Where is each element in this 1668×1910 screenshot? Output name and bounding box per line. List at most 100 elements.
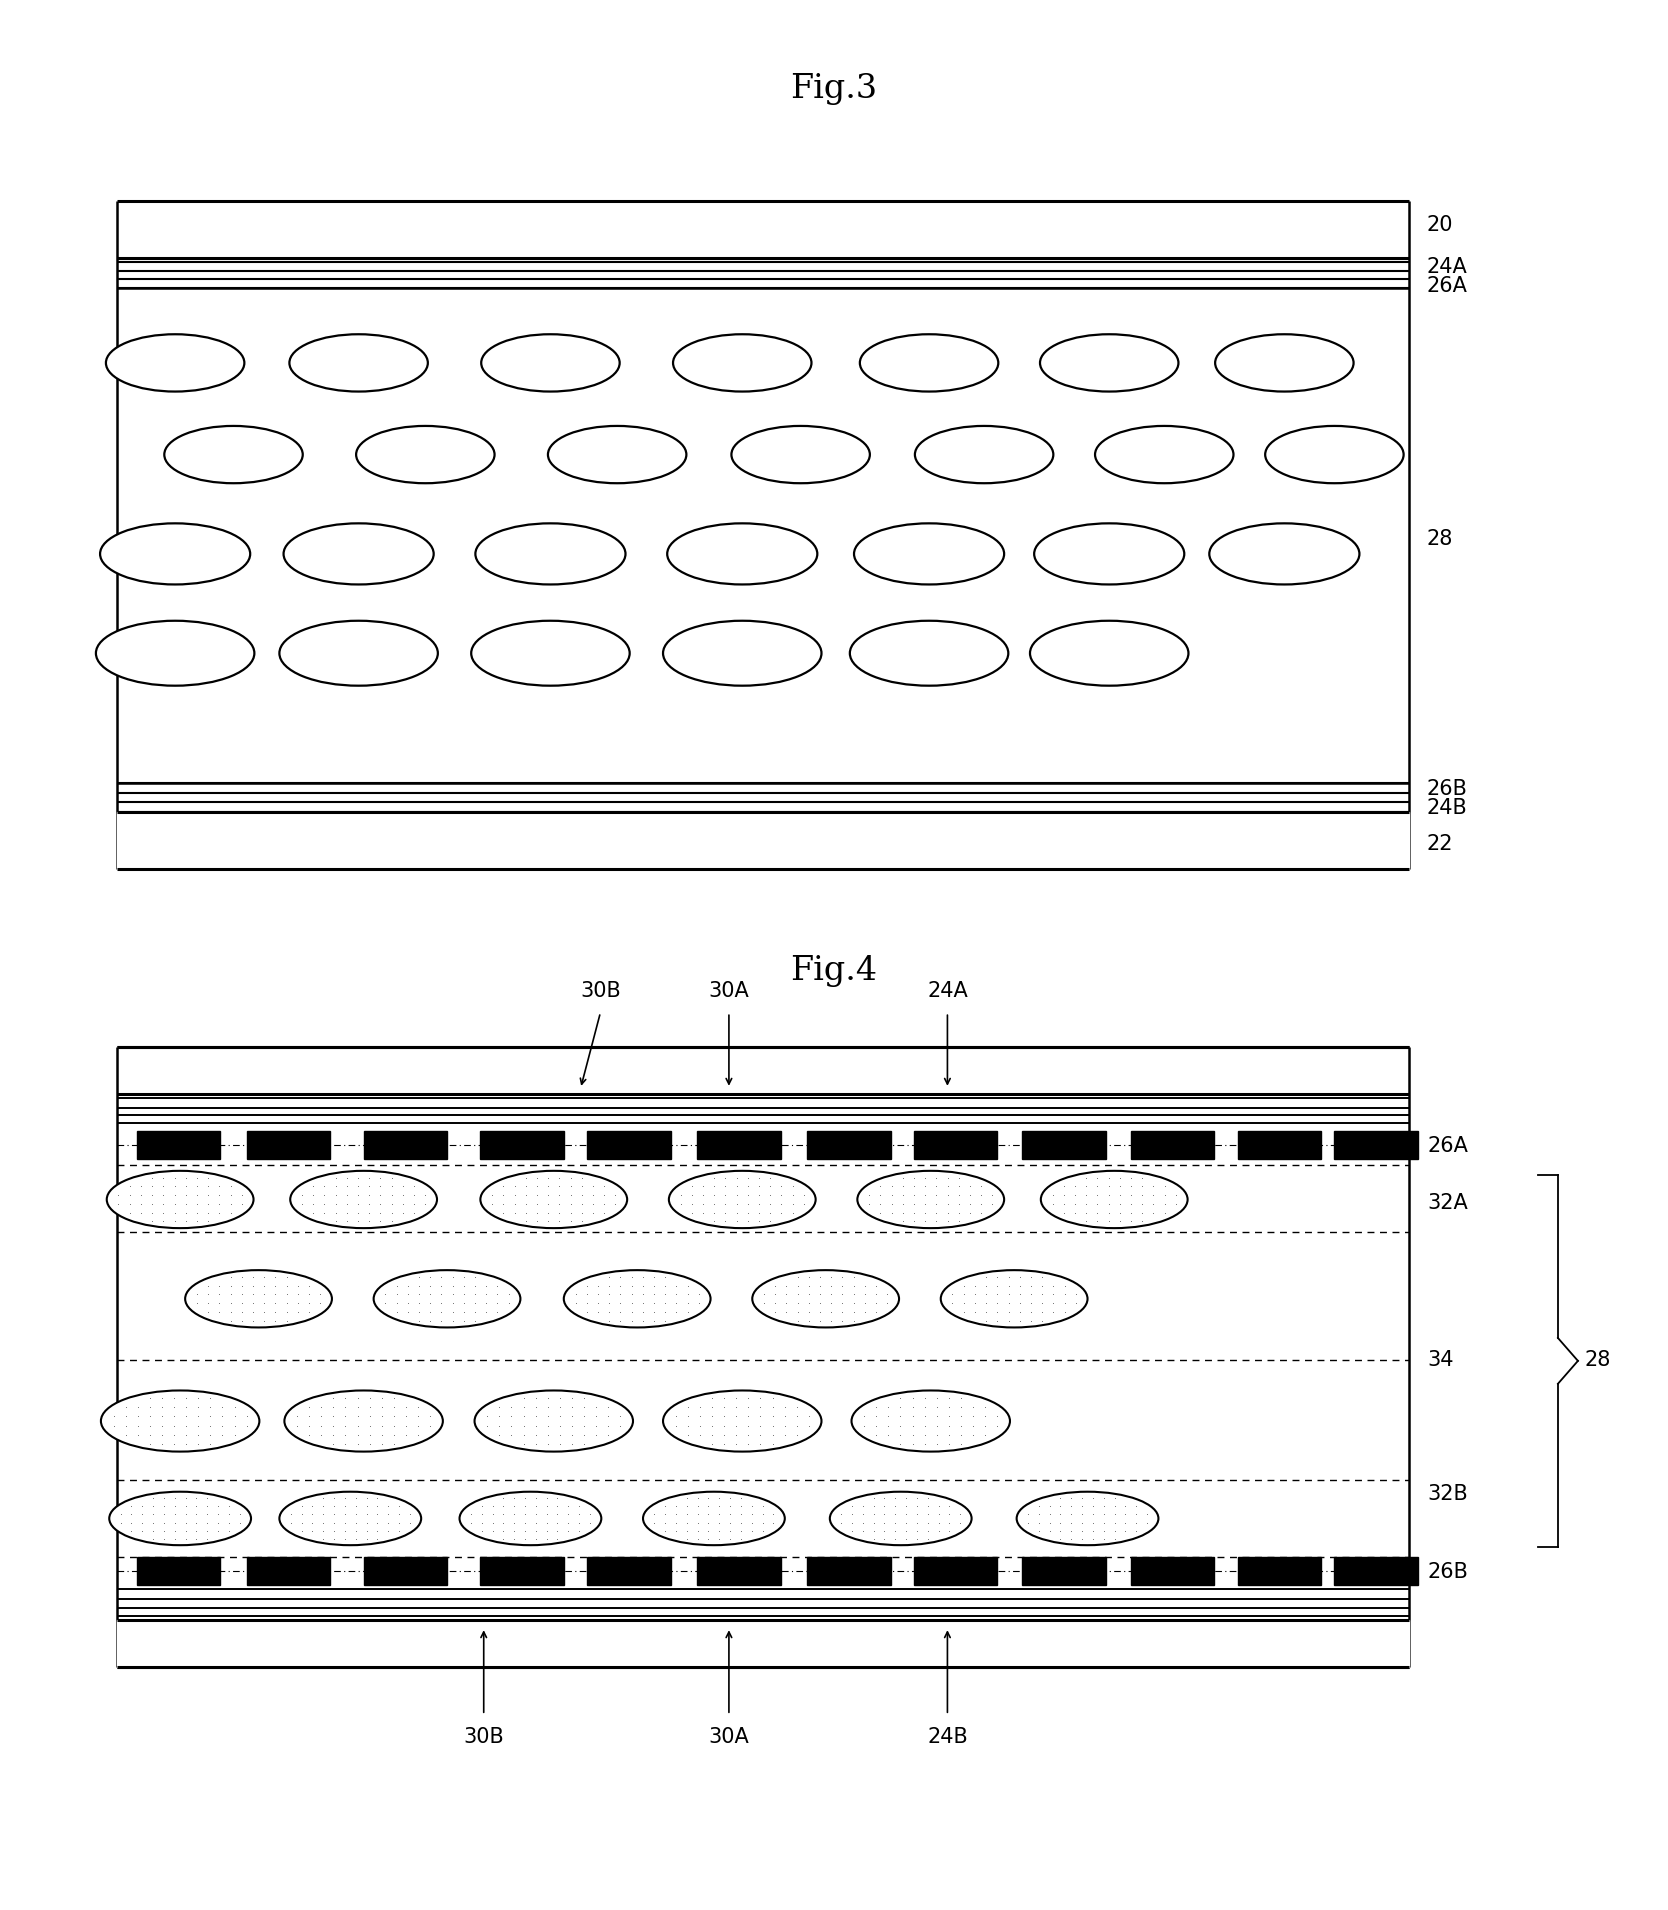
Polygon shape (117, 288, 1409, 783)
Polygon shape (587, 1131, 671, 1159)
Ellipse shape (284, 1390, 444, 1452)
Text: 24B: 24B (927, 1727, 967, 1746)
Polygon shape (1131, 1557, 1214, 1585)
Text: 26A: 26A (1428, 1136, 1470, 1156)
Text: 32A: 32A (1428, 1194, 1468, 1213)
Polygon shape (697, 1131, 781, 1159)
Polygon shape (587, 1557, 671, 1585)
Polygon shape (1334, 1557, 1418, 1585)
Text: Fig.3: Fig.3 (791, 73, 877, 105)
Ellipse shape (1017, 1492, 1158, 1545)
Ellipse shape (480, 1171, 627, 1228)
Ellipse shape (857, 1171, 1004, 1228)
Ellipse shape (100, 1390, 260, 1452)
Polygon shape (807, 1557, 891, 1585)
Polygon shape (364, 1557, 447, 1585)
Ellipse shape (459, 1492, 600, 1545)
Polygon shape (1238, 1131, 1321, 1159)
Ellipse shape (1214, 334, 1354, 392)
Polygon shape (137, 1131, 220, 1159)
Ellipse shape (279, 1492, 420, 1545)
Ellipse shape (95, 621, 254, 686)
Polygon shape (137, 1557, 220, 1585)
Ellipse shape (1094, 426, 1233, 483)
Polygon shape (364, 1131, 447, 1159)
Ellipse shape (374, 1270, 520, 1327)
Polygon shape (247, 1557, 330, 1585)
Polygon shape (117, 812, 1409, 869)
Ellipse shape (284, 523, 434, 584)
Text: 20: 20 (1426, 216, 1453, 235)
Polygon shape (697, 1557, 781, 1585)
Ellipse shape (1034, 523, 1184, 584)
Ellipse shape (100, 523, 250, 584)
Ellipse shape (1041, 1171, 1188, 1228)
Polygon shape (1131, 1131, 1214, 1159)
Text: 24A: 24A (1426, 258, 1466, 277)
Ellipse shape (662, 1390, 821, 1452)
Ellipse shape (163, 426, 304, 483)
Text: 28: 28 (1426, 529, 1453, 548)
Ellipse shape (851, 621, 1007, 686)
Polygon shape (1334, 1131, 1418, 1159)
Polygon shape (480, 1557, 564, 1585)
Polygon shape (1022, 1557, 1106, 1585)
Ellipse shape (290, 334, 427, 392)
Polygon shape (117, 1047, 1409, 1094)
Polygon shape (117, 201, 1409, 258)
Ellipse shape (642, 1492, 784, 1545)
Text: 26B: 26B (1426, 779, 1468, 798)
Ellipse shape (831, 1492, 971, 1545)
Ellipse shape (475, 523, 626, 584)
Ellipse shape (357, 426, 494, 483)
Ellipse shape (941, 1270, 1088, 1327)
Ellipse shape (914, 426, 1054, 483)
Text: 30B: 30B (580, 982, 620, 1001)
Ellipse shape (185, 1270, 332, 1327)
Polygon shape (807, 1131, 891, 1159)
Ellipse shape (669, 1171, 816, 1228)
Polygon shape (117, 1620, 1409, 1667)
Ellipse shape (1266, 426, 1404, 483)
Text: 32B: 32B (1428, 1484, 1468, 1503)
Text: 30B: 30B (464, 1727, 504, 1746)
Ellipse shape (752, 1270, 899, 1327)
Polygon shape (1238, 1557, 1321, 1585)
Text: 24B: 24B (1426, 798, 1466, 817)
Polygon shape (117, 1165, 1409, 1557)
Text: 26B: 26B (1428, 1562, 1470, 1581)
Ellipse shape (475, 1390, 634, 1452)
Text: 28: 28 (1585, 1350, 1611, 1369)
Text: 22: 22 (1426, 835, 1453, 854)
Ellipse shape (1041, 334, 1178, 392)
Text: 24A: 24A (927, 982, 967, 1001)
Ellipse shape (1209, 523, 1359, 584)
Ellipse shape (279, 621, 437, 686)
Ellipse shape (667, 523, 817, 584)
Text: 30A: 30A (709, 1727, 749, 1746)
Ellipse shape (105, 334, 244, 392)
Ellipse shape (482, 334, 620, 392)
Text: Fig.4: Fig.4 (791, 955, 877, 987)
Ellipse shape (107, 1171, 254, 1228)
Ellipse shape (1029, 621, 1188, 686)
Ellipse shape (110, 1492, 250, 1545)
Ellipse shape (731, 426, 871, 483)
Ellipse shape (854, 523, 1004, 584)
Ellipse shape (672, 334, 811, 392)
Ellipse shape (472, 621, 631, 686)
Ellipse shape (564, 1270, 711, 1327)
Text: 26A: 26A (1426, 277, 1468, 296)
Polygon shape (1022, 1131, 1106, 1159)
Ellipse shape (547, 426, 687, 483)
Text: 34: 34 (1428, 1350, 1454, 1369)
Polygon shape (480, 1131, 564, 1159)
Ellipse shape (662, 621, 821, 686)
Polygon shape (247, 1131, 330, 1159)
Ellipse shape (852, 1390, 1011, 1452)
Polygon shape (914, 1557, 997, 1585)
Ellipse shape (290, 1171, 437, 1228)
Polygon shape (914, 1131, 997, 1159)
Text: 30A: 30A (709, 982, 749, 1001)
Ellipse shape (861, 334, 999, 392)
